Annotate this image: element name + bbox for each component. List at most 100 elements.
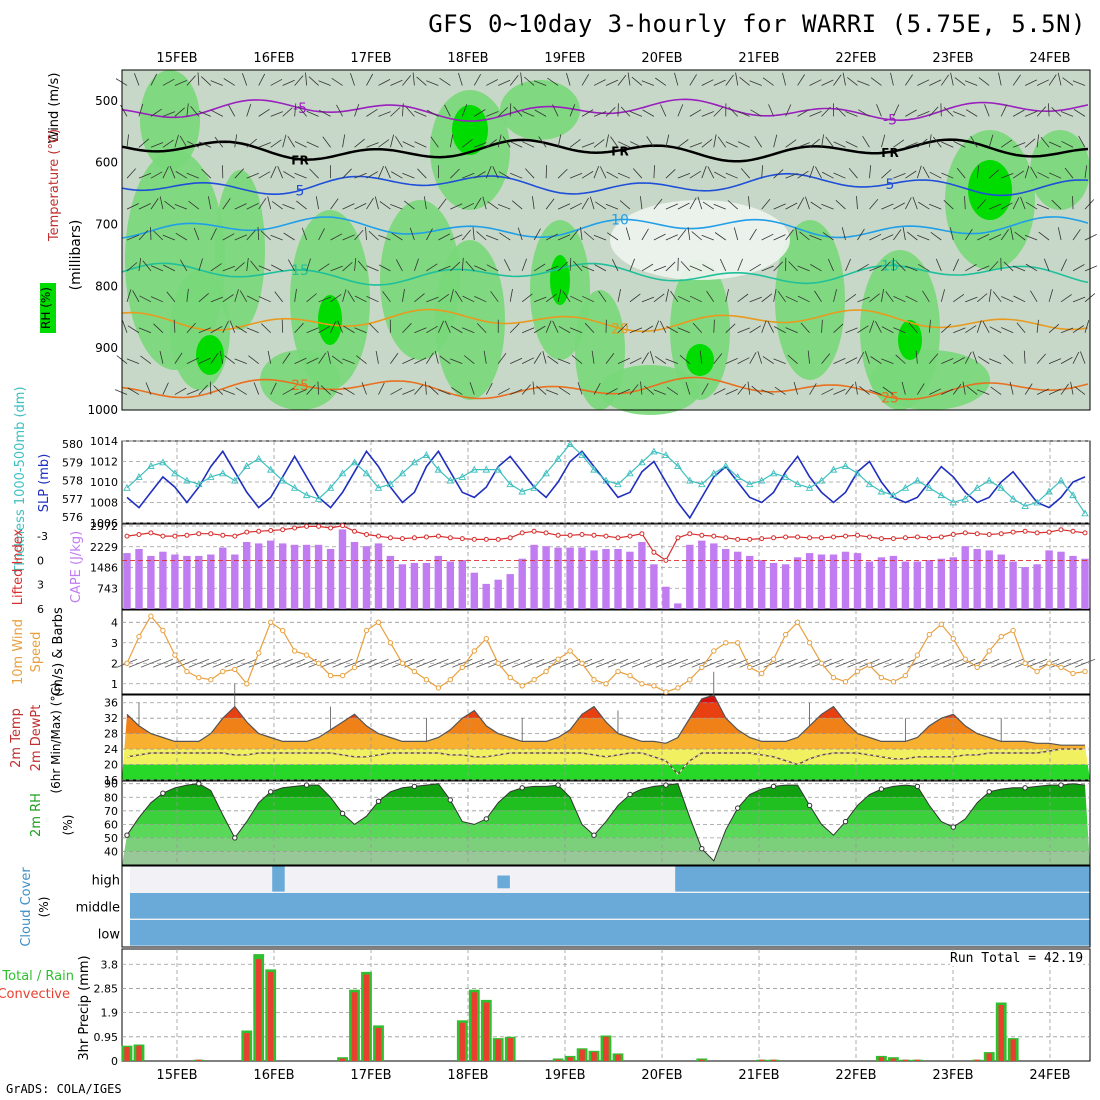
wind-speed-marker (363, 627, 370, 634)
wind-speed-marker (435, 685, 442, 691)
wind-barb (857, 263, 869, 272)
cloud-cell (746, 920, 759, 946)
rh-region (215, 170, 265, 330)
cloud-cell (627, 893, 641, 919)
wind-barb (277, 166, 284, 179)
cloud-cell (414, 920, 427, 946)
wind-barb (581, 197, 589, 210)
cape-bar (1009, 561, 1017, 609)
cape-bar (470, 572, 478, 609)
wind-barb (485, 234, 499, 241)
wind-barb (498, 171, 511, 179)
wind-barb (737, 258, 743, 272)
wind-speed-marker (998, 633, 1004, 640)
wind-barb (547, 77, 559, 86)
wind-barb (725, 289, 729, 302)
cloud-cell (189, 920, 202, 946)
wind-barb (573, 260, 583, 272)
precip-convective-bar (615, 1054, 621, 1061)
wind-barb (1012, 74, 1021, 86)
rh-marker (375, 798, 382, 804)
cloud-cell (722, 920, 736, 946)
wind-barb (905, 197, 912, 210)
wind-speed-marker (1082, 668, 1088, 675)
wind-barb (809, 138, 820, 148)
wind-barb (430, 136, 439, 148)
thickness-marker (410, 458, 419, 466)
wind-speed-marker (160, 627, 166, 634)
thickness-marker (650, 447, 658, 455)
lifted-index-tick: 3 (37, 579, 44, 592)
precip-convective-bar (507, 1038, 513, 1061)
rh-marker (842, 818, 849, 825)
wind-barb (242, 73, 248, 86)
wind-barb (1001, 173, 1014, 179)
wind-barb (138, 138, 150, 148)
wind-speed-marker (339, 672, 346, 679)
cloud-cell (817, 893, 830, 919)
wind-barb (701, 383, 709, 395)
lifted-index-marker (292, 525, 298, 531)
wind-barb (881, 288, 884, 302)
cloud-cell (497, 920, 510, 946)
cloud-cell (995, 920, 1008, 946)
wind-barb (271, 264, 283, 272)
wind-barb (629, 111, 643, 117)
wind-barb (201, 168, 212, 179)
wind-speed-marker (962, 656, 968, 662)
wind-barb (188, 200, 200, 210)
wind-barb (509, 75, 519, 86)
wind-barb (356, 355, 367, 364)
wind-barb (552, 320, 559, 333)
wind-barb (782, 72, 787, 86)
wind-barb (1072, 196, 1074, 210)
wind-barb (737, 111, 750, 117)
wind-barb (665, 134, 670, 148)
isotherm-label: 25 (291, 378, 309, 394)
wind-barb (235, 387, 247, 395)
wind-barb (965, 109, 978, 117)
wind-barb (1023, 350, 1026, 364)
wind-barb (692, 322, 703, 333)
wind-barb (258, 197, 267, 210)
rh-region (140, 70, 200, 170)
wind-barb (761, 198, 771, 210)
wind-barb (929, 171, 942, 179)
wind-barb (869, 320, 875, 333)
lifted-index-marker (1070, 528, 1076, 534)
wind-barb (785, 229, 794, 241)
thickness-marker (662, 451, 670, 458)
wind-barb (222, 389, 235, 395)
wind-barb (486, 79, 498, 86)
wind-barb (461, 104, 468, 117)
wind-speed-marker (567, 648, 573, 654)
wind-barb (343, 325, 355, 334)
cape-bar (949, 557, 957, 609)
wind-barb (190, 106, 200, 117)
rh-marker (950, 824, 956, 830)
isotherm-line (121, 308, 1089, 333)
cloud-cell (450, 920, 463, 946)
wind-barb (210, 80, 223, 86)
wind-barb (361, 382, 367, 395)
lifted-index-marker (687, 531, 693, 537)
lifted-index-marker (256, 528, 262, 534)
wind-speed-marker (387, 640, 394, 646)
cape-bar (710, 543, 718, 609)
wind-speed-marker (232, 666, 238, 673)
lifted-index-marker (1058, 527, 1064, 533)
wind-barb (474, 171, 486, 179)
cape-bar (566, 547, 574, 609)
surface-wind-barb (416, 658, 437, 668)
thickness-marker (985, 476, 993, 484)
cloud-cell (331, 893, 344, 919)
cloud-cell (248, 893, 261, 919)
wind-barb (378, 79, 391, 86)
thickness-marker (710, 469, 718, 477)
wind-barb (687, 227, 691, 241)
wind-barb (198, 384, 208, 395)
wind-barb (749, 228, 757, 241)
wind-barb (186, 322, 196, 333)
wind-barb (605, 107, 616, 117)
wind-barb (327, 350, 331, 364)
